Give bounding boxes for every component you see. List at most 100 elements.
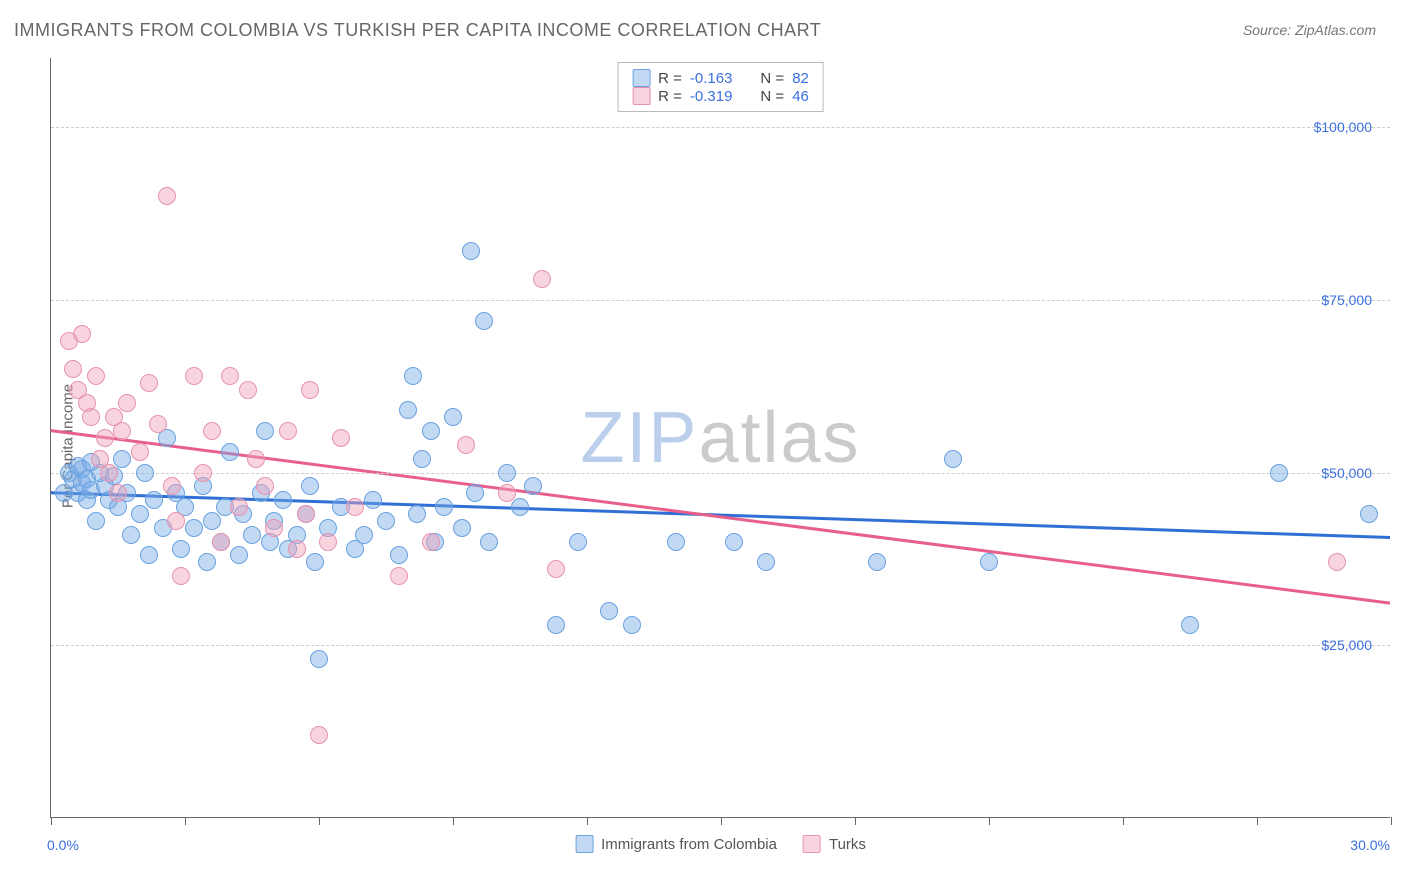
data-point [230, 498, 248, 516]
data-point [310, 726, 328, 744]
data-point [533, 270, 551, 288]
data-point [498, 484, 516, 502]
data-point [194, 464, 212, 482]
data-point [87, 367, 105, 385]
data-point [198, 553, 216, 571]
data-point [444, 408, 462, 426]
x-tick [453, 817, 454, 825]
data-point [167, 512, 185, 530]
data-point [122, 526, 140, 544]
legend-r-value: -0.163 [690, 70, 733, 87]
data-point [96, 429, 114, 447]
data-point [390, 546, 408, 564]
data-point [623, 616, 641, 634]
data-point [306, 553, 324, 571]
x-axis-end: 30.0% [1350, 837, 1390, 853]
legend-swatch [575, 835, 593, 853]
data-point [355, 526, 373, 544]
data-point [118, 394, 136, 412]
trend-lines [51, 58, 1390, 817]
data-point [100, 464, 118, 482]
watermark-part2: atlas [698, 398, 860, 478]
series-legend-item: Turks [803, 835, 866, 853]
data-point [1181, 616, 1199, 634]
legend-r-label: R = [658, 88, 682, 105]
data-point [163, 477, 181, 495]
data-point [408, 505, 426, 523]
legend-row: R =-0.163N =82 [632, 69, 809, 87]
data-point [87, 512, 105, 530]
data-point [377, 512, 395, 530]
data-point [667, 533, 685, 551]
data-point [243, 526, 261, 544]
data-point [172, 540, 190, 558]
data-point [256, 477, 274, 495]
data-point [310, 650, 328, 668]
data-point [185, 519, 203, 537]
series-legend-label: Immigrants from Colombia [601, 836, 777, 853]
data-point [172, 567, 190, 585]
data-point [131, 443, 149, 461]
data-point [498, 464, 516, 482]
data-point [145, 491, 163, 509]
data-point [274, 491, 292, 509]
data-point [297, 505, 315, 523]
x-tick [587, 817, 588, 825]
legend-row: R = -0.319 N = 46 [632, 87, 809, 105]
chart-title: IMMIGRANTS FROM COLOMBIA VS TURKISH PER … [14, 20, 821, 41]
series-legend: Immigrants from Colombia Turks [575, 835, 866, 853]
data-point [980, 553, 998, 571]
scatter-plot: ZIPatlas R =-0.163N =82R =-0.319N =46 Im… [50, 58, 1390, 818]
data-point [547, 560, 565, 578]
data-point [113, 422, 131, 440]
x-tick [51, 817, 52, 825]
series-legend-item: Immigrants from Colombia [575, 835, 777, 853]
data-point [203, 512, 221, 530]
legend-swatch [803, 835, 821, 853]
x-tick [989, 817, 990, 825]
data-point [422, 422, 440, 440]
data-point [1360, 505, 1378, 523]
legend-r-label: R = [658, 70, 682, 87]
data-point [247, 450, 265, 468]
data-point [212, 533, 230, 551]
data-point [944, 450, 962, 468]
data-point [524, 477, 542, 495]
legend-n-label: N = [760, 88, 784, 105]
data-point [319, 533, 337, 551]
y-tick-label: $100,000 [1314, 119, 1372, 135]
data-point [569, 533, 587, 551]
legend-n-label: N = [760, 70, 784, 87]
y-tick-label: $50,000 [1321, 465, 1372, 481]
x-tick [319, 817, 320, 825]
data-point [301, 381, 319, 399]
data-point [1328, 553, 1346, 571]
data-point [279, 422, 297, 440]
data-point [1270, 464, 1288, 482]
data-point [413, 450, 431, 468]
y-tick-label: $25,000 [1321, 637, 1372, 653]
data-point [475, 312, 493, 330]
data-point [230, 546, 248, 564]
data-point [149, 415, 167, 433]
data-point [346, 498, 364, 516]
data-point [256, 422, 274, 440]
legend-r-value: -0.319 [690, 88, 733, 105]
data-point [73, 325, 91, 343]
data-point [221, 367, 239, 385]
watermark: ZIPatlas [580, 397, 860, 479]
legend-swatch [632, 87, 650, 105]
data-point [399, 401, 417, 419]
data-point [757, 553, 775, 571]
gridline [51, 127, 1390, 128]
data-point [221, 443, 239, 461]
gridline [51, 645, 1390, 646]
data-point [422, 533, 440, 551]
legend-swatch [632, 69, 650, 87]
gridline [51, 473, 1390, 474]
data-point [140, 546, 158, 564]
y-tick-label: $75,000 [1321, 292, 1372, 308]
data-point [140, 374, 158, 392]
x-tick [721, 817, 722, 825]
legend-n-value: 46 [792, 88, 809, 105]
